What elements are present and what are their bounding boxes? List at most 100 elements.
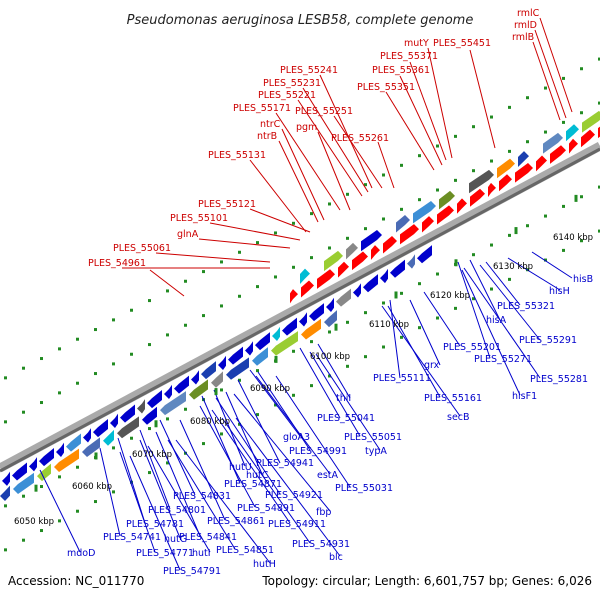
gene-arrow	[13, 472, 34, 495]
guide-dot	[94, 328, 97, 332]
guide-dot	[490, 115, 493, 119]
gene-arrow	[29, 457, 37, 472]
guide-dot	[40, 529, 43, 533]
gene-arrow	[39, 448, 54, 467]
guide-dot	[4, 504, 7, 508]
gene-arrow	[439, 190, 455, 210]
gene-label: PLES_54921	[265, 490, 323, 501]
gene-label: PLES_54841	[179, 532, 237, 543]
guide-dot	[526, 140, 529, 144]
map-title: Pseudomonas aeruginosa LESB58, complete …	[127, 13, 474, 28]
guide-dot	[130, 352, 133, 356]
guide-dot	[436, 316, 439, 320]
leader-line	[209, 222, 301, 241]
guide-dot	[346, 236, 349, 240]
gene-arrow	[361, 229, 382, 252]
gene-label: PLES_55201	[443, 342, 501, 353]
guide-dot	[382, 345, 385, 349]
gene-arrow	[400, 224, 419, 245]
guide-dot	[310, 340, 313, 344]
gene-label: PLES_54771	[136, 548, 194, 559]
gene-label: PLES_55281	[530, 374, 588, 385]
guide-dot	[130, 480, 133, 484]
gene-arrow	[390, 259, 405, 278]
kbp-tick-6060: 6060 kbp	[72, 482, 112, 492]
guide-dot	[328, 330, 331, 334]
gene-arrow	[422, 216, 434, 233]
gene-label: PLES_55131	[208, 150, 266, 161]
gene-label: PLES_54781	[126, 519, 184, 530]
guide-dot	[40, 357, 43, 361]
guide-dot	[544, 214, 547, 218]
guide-dot	[490, 159, 493, 163]
leader-line	[317, 131, 351, 211]
guide-dot	[184, 407, 187, 411]
leader-line	[463, 267, 541, 379]
gene-arrow	[201, 361, 216, 380]
guide-dot	[400, 291, 403, 295]
gene-arrow	[309, 303, 324, 322]
leader-line	[317, 343, 351, 399]
guide-dot	[418, 326, 421, 330]
guide-dot	[598, 229, 600, 233]
gene-label: hisA	[486, 315, 507, 326]
guide-dot	[436, 144, 439, 148]
gene-arrow	[515, 162, 533, 183]
gene-arrow	[211, 371, 223, 388]
gene-label: hutH	[253, 559, 276, 570]
leader-line	[129, 455, 181, 571]
leader-line	[281, 128, 325, 221]
guide-dot	[562, 76, 565, 80]
gene-arrow	[174, 375, 189, 394]
guide-dot	[364, 355, 367, 359]
guide-dot	[4, 376, 7, 380]
gene-label: PLES_55241	[280, 65, 338, 76]
gene-label: thiI	[336, 393, 351, 404]
guide-dot	[544, 86, 547, 90]
gene-label: mutY	[404, 38, 429, 49]
gene-label: hutU	[229, 462, 252, 473]
gene-arrow	[437, 205, 454, 225]
guide-dot	[256, 285, 259, 289]
gene-label: PLES_55371	[380, 51, 438, 62]
gene-label: PLES_55051	[344, 432, 402, 443]
gene-label: hutG	[164, 534, 187, 545]
guide-dot	[328, 246, 331, 250]
guide-dot	[148, 299, 151, 303]
leader-line	[117, 437, 146, 524]
gene-arrow	[326, 297, 334, 313]
gene-label: PLES_55171	[233, 103, 291, 114]
guide-dot	[292, 221, 295, 225]
guide-dot	[58, 519, 61, 523]
gene-arrow	[582, 110, 600, 133]
guide-dot	[148, 471, 151, 475]
gene-arrow	[228, 346, 243, 365]
gene-arrow	[290, 289, 298, 304]
gene-arrow	[346, 242, 358, 260]
gene-arrow	[380, 268, 388, 284]
guide-dot	[166, 417, 169, 421]
guide-dot	[202, 442, 205, 446]
gene-arrow	[0, 485, 10, 501]
leader-line	[309, 351, 361, 437]
guide-dot	[310, 384, 313, 388]
guide-dot	[112, 490, 115, 494]
gene-arrow	[383, 235, 397, 254]
guide-dot	[382, 217, 385, 221]
guide-dot	[256, 241, 259, 245]
leader-line	[221, 417, 311, 544]
guide-dot	[436, 272, 439, 276]
guide-dot	[346, 364, 349, 368]
leader-line	[257, 371, 311, 451]
leader-line	[211, 409, 291, 524]
guide-dot	[490, 243, 493, 247]
gene-arrow	[82, 437, 100, 457]
gene-label: PLES_55101	[170, 213, 228, 224]
leader-line	[233, 393, 331, 512]
leader-line	[198, 238, 291, 249]
guide-dot	[22, 366, 25, 370]
gene-label: PLES_55321	[497, 301, 555, 312]
gene-arrow	[536, 155, 547, 172]
gene-label: PLES_55221	[258, 90, 316, 101]
guide-dot	[454, 134, 457, 138]
